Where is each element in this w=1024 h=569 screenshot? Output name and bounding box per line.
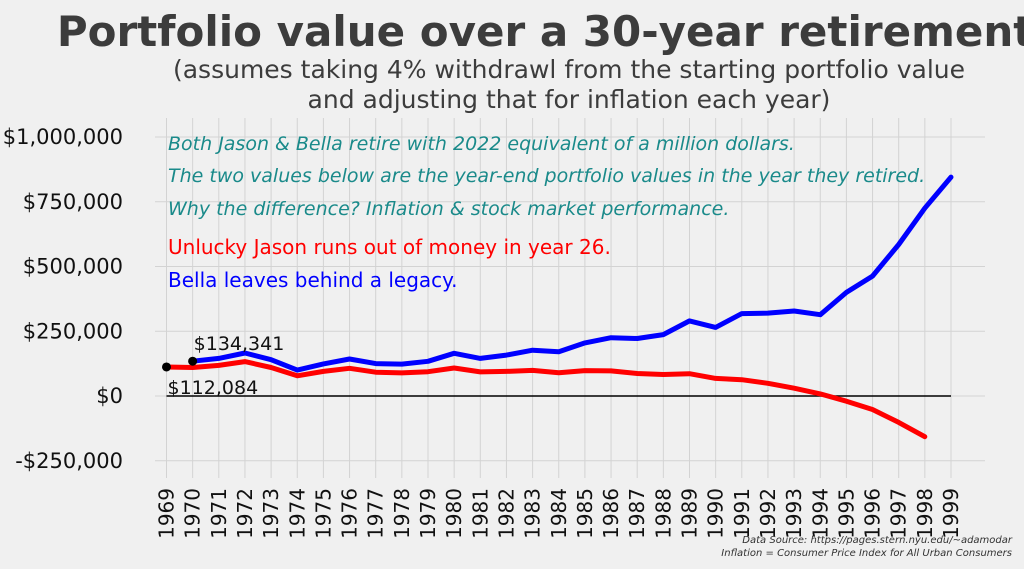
x-tick-label: 1993 bbox=[782, 488, 806, 539]
x-tick-label: 1976 bbox=[338, 488, 362, 539]
x-tick-label: 1983 bbox=[521, 488, 545, 539]
start-point-marker bbox=[162, 362, 171, 372]
x-tick-label: 1992 bbox=[756, 488, 780, 539]
x-axis: 1969 1970 1971 1972 1973 1974 1975 1976 1977 1978… bbox=[155, 488, 964, 539]
x-tick-label: 1990 bbox=[704, 488, 728, 539]
start-point-marker bbox=[188, 356, 198, 366]
x-tick-label: 1979 bbox=[416, 488, 440, 539]
x-tick-label: 1981 bbox=[468, 488, 492, 539]
grid bbox=[155, 118, 985, 478]
y-axis: $1,000,000 $750,000 $500,000 $250,000 $0 -$25… bbox=[3, 125, 123, 473]
chart-subtitle-line2: and adjusting that for inflation each ye… bbox=[308, 85, 831, 114]
x-tick-label: 1994 bbox=[808, 488, 832, 539]
x-tick-label: 1985 bbox=[573, 488, 597, 539]
x-tick-label: 1971 bbox=[207, 488, 231, 539]
x-tick-label: 1991 bbox=[730, 488, 754, 539]
chart-subtitle-line1: (assumes taking 4% withdrawl from the st… bbox=[173, 55, 965, 84]
start-point-label: $134,341 bbox=[194, 333, 285, 355]
x-tick-label: 1978 bbox=[390, 488, 414, 539]
x-tick-label: 1980 bbox=[442, 488, 466, 539]
x-tick-label: 1972 bbox=[233, 488, 257, 539]
x-tick-label: 1998 bbox=[913, 488, 937, 539]
x-tick-label: 1982 bbox=[494, 488, 518, 539]
y-tick-label: $750,000 bbox=[23, 190, 123, 214]
x-tick-label: 1987 bbox=[625, 488, 649, 539]
x-tick-label: 1997 bbox=[887, 488, 911, 539]
x-tick-label: 1970 bbox=[181, 488, 205, 539]
y-tick-label: $250,000 bbox=[23, 319, 123, 343]
series-group bbox=[164, 174, 954, 440]
x-tick-label: 1988 bbox=[651, 488, 675, 539]
y-tick-label: $1,000,000 bbox=[3, 125, 123, 149]
series-line-bella bbox=[190, 174, 954, 373]
x-tick-label: 1995 bbox=[834, 488, 858, 539]
x-tick-label: 1973 bbox=[259, 488, 283, 539]
chart-title: Portfolio value over a 30-year retiremen… bbox=[57, 7, 1024, 56]
annotation-jason: Unlucky Jason runs out of money in year … bbox=[168, 235, 611, 259]
point-group: $112,084 $134,341 bbox=[162, 333, 284, 399]
series-line-jason bbox=[164, 359, 928, 440]
y-tick-label: $0 bbox=[96, 384, 123, 408]
source-line2: Inflation = Consumer Price Index for All… bbox=[721, 548, 1012, 559]
annotation-line2: The two values below are the year-end po… bbox=[168, 165, 925, 187]
x-tick-label: 1984 bbox=[547, 488, 571, 539]
x-tick-label: 1999 bbox=[939, 488, 963, 539]
y-tick-label: $500,000 bbox=[23, 255, 123, 279]
y-tick-label: -$250,000 bbox=[15, 449, 123, 473]
annotation-line3: Why the difference? Inflation & stock ma… bbox=[168, 198, 729, 220]
x-tick-label: 1975 bbox=[311, 488, 335, 539]
x-tick-label: 1986 bbox=[599, 488, 623, 539]
x-tick-label: 1977 bbox=[364, 488, 388, 539]
x-tick-label: 1969 bbox=[155, 488, 179, 539]
x-tick-label: 1996 bbox=[861, 488, 885, 539]
annotation-line1: Both Jason & Bella retire with 2022 equi… bbox=[168, 133, 795, 155]
annotation-bella: Bella leaves behind a legacy. bbox=[168, 268, 458, 292]
x-tick-label: 1989 bbox=[678, 488, 702, 539]
start-point-label: $112,084 bbox=[168, 377, 259, 399]
source-line1: Data Source: https://pages.stern.nyu.edu… bbox=[742, 535, 1013, 546]
x-tick-label: 1974 bbox=[285, 488, 309, 539]
